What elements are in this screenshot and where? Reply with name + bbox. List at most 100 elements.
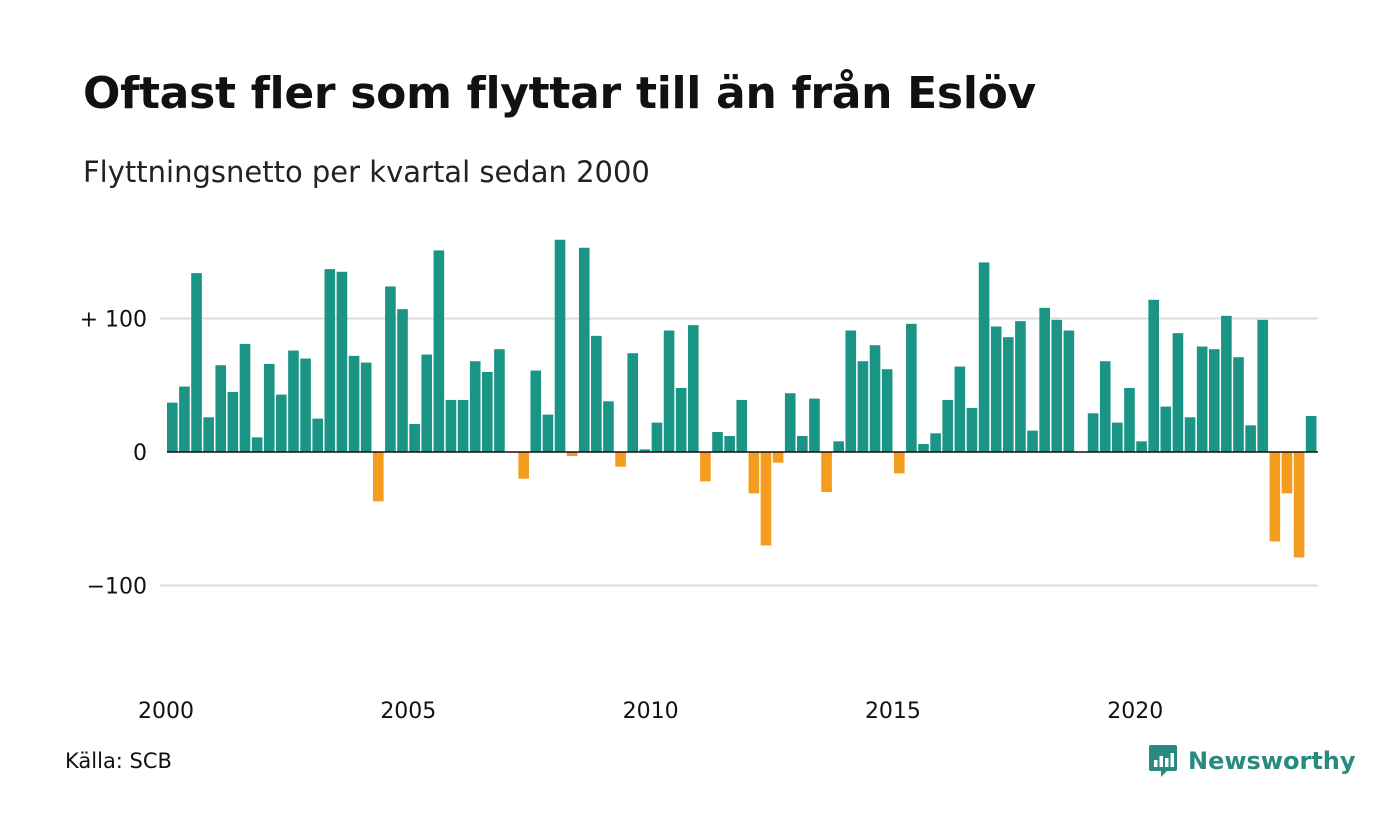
bar	[324, 269, 336, 452]
bar	[203, 417, 214, 452]
bar	[215, 365, 227, 452]
bar	[1293, 452, 1305, 558]
chart-title: Oftast fler som flyttar till än från Esl…	[83, 68, 1036, 119]
bar	[530, 370, 542, 452]
bar	[1221, 315, 1232, 452]
bar	[954, 366, 966, 452]
bar	[1257, 319, 1269, 452]
bar	[930, 433, 941, 452]
bar	[1208, 349, 1220, 452]
chart-subtitle: Flyttningsnetto per kvartal sedan 2000	[83, 155, 650, 189]
bar	[797, 435, 808, 452]
bar	[833, 441, 844, 452]
bar	[857, 361, 869, 452]
x-tick-label: 2020	[1107, 699, 1163, 724]
bar	[1245, 425, 1256, 452]
bar	[627, 353, 639, 452]
bar	[276, 394, 287, 453]
bar	[893, 452, 905, 474]
bar	[1196, 346, 1208, 452]
x-tick-label: 2010	[623, 699, 679, 724]
bar	[1015, 321, 1026, 452]
bar	[736, 399, 748, 452]
bar	[421, 354, 433, 452]
y-tick-label: + 100	[80, 308, 147, 333]
brand-logo[interactable]: Newsworthy	[1148, 744, 1356, 778]
bar	[409, 423, 420, 452]
bar	[518, 452, 529, 479]
bar	[700, 452, 711, 482]
bar	[1051, 319, 1063, 452]
bar-chart: + 100 0 −100 2000 2005 2010 2015 2020	[80, 239, 1318, 724]
bar	[821, 452, 832, 493]
bar	[1112, 422, 1123, 452]
bar	[663, 330, 675, 452]
bar	[760, 452, 772, 546]
bar	[312, 418, 324, 453]
bar	[288, 350, 299, 452]
bar	[1148, 299, 1159, 452]
axes: + 100 0 −100 2000 2005 2010 2015 2020	[80, 308, 1318, 724]
bar	[263, 363, 275, 452]
gridlines	[160, 317, 1318, 587]
bar	[1281, 452, 1293, 494]
newsworthy-logo-icon	[1149, 745, 1177, 777]
x-tick-label: 2000	[138, 699, 194, 724]
bar	[191, 273, 202, 452]
y-tick-label: 0	[133, 441, 147, 466]
bar	[348, 355, 360, 452]
bar	[712, 431, 723, 452]
bar	[239, 343, 251, 452]
bar	[251, 437, 263, 452]
bar	[615, 452, 626, 467]
x-tick-label: 2015	[865, 699, 921, 724]
bar	[1039, 307, 1050, 452]
bar	[482, 371, 493, 452]
bar	[167, 402, 178, 452]
bar	[966, 407, 978, 452]
bar	[881, 369, 893, 452]
bar	[906, 323, 917, 452]
bar	[336, 271, 348, 452]
bar	[918, 443, 929, 452]
bar	[433, 250, 445, 452]
bar	[469, 361, 481, 452]
bar	[772, 452, 784, 463]
bar	[869, 345, 881, 452]
bar	[978, 262, 990, 452]
bar	[1099, 361, 1111, 452]
bar	[748, 452, 760, 494]
bar	[1172, 333, 1184, 452]
bar	[554, 239, 566, 452]
bar	[1305, 415, 1317, 452]
bar	[845, 330, 857, 452]
bar	[724, 435, 735, 452]
bar	[300, 358, 311, 452]
bar	[566, 452, 578, 456]
bar	[227, 391, 239, 452]
bar	[385, 286, 396, 452]
bar	[1063, 330, 1075, 452]
bar	[1124, 387, 1135, 452]
bar	[494, 349, 505, 452]
bar	[1027, 430, 1038, 452]
bar	[603, 401, 614, 452]
bar	[397, 309, 408, 452]
bar	[1269, 452, 1281, 542]
bar	[942, 399, 954, 452]
bar	[591, 335, 602, 452]
x-tick-label: 2005	[380, 699, 436, 724]
bar	[179, 386, 190, 452]
brand-name: Newsworthy	[1188, 747, 1356, 775]
bar	[651, 422, 663, 452]
bar	[1087, 413, 1099, 452]
bar	[445, 399, 457, 452]
bar	[372, 452, 384, 502]
bar	[578, 247, 590, 452]
bar	[784, 393, 796, 452]
bar	[1136, 441, 1147, 452]
bar	[1002, 337, 1014, 452]
bar	[360, 362, 372, 452]
bar	[457, 399, 469, 452]
y-tick-label: −100	[87, 575, 147, 600]
